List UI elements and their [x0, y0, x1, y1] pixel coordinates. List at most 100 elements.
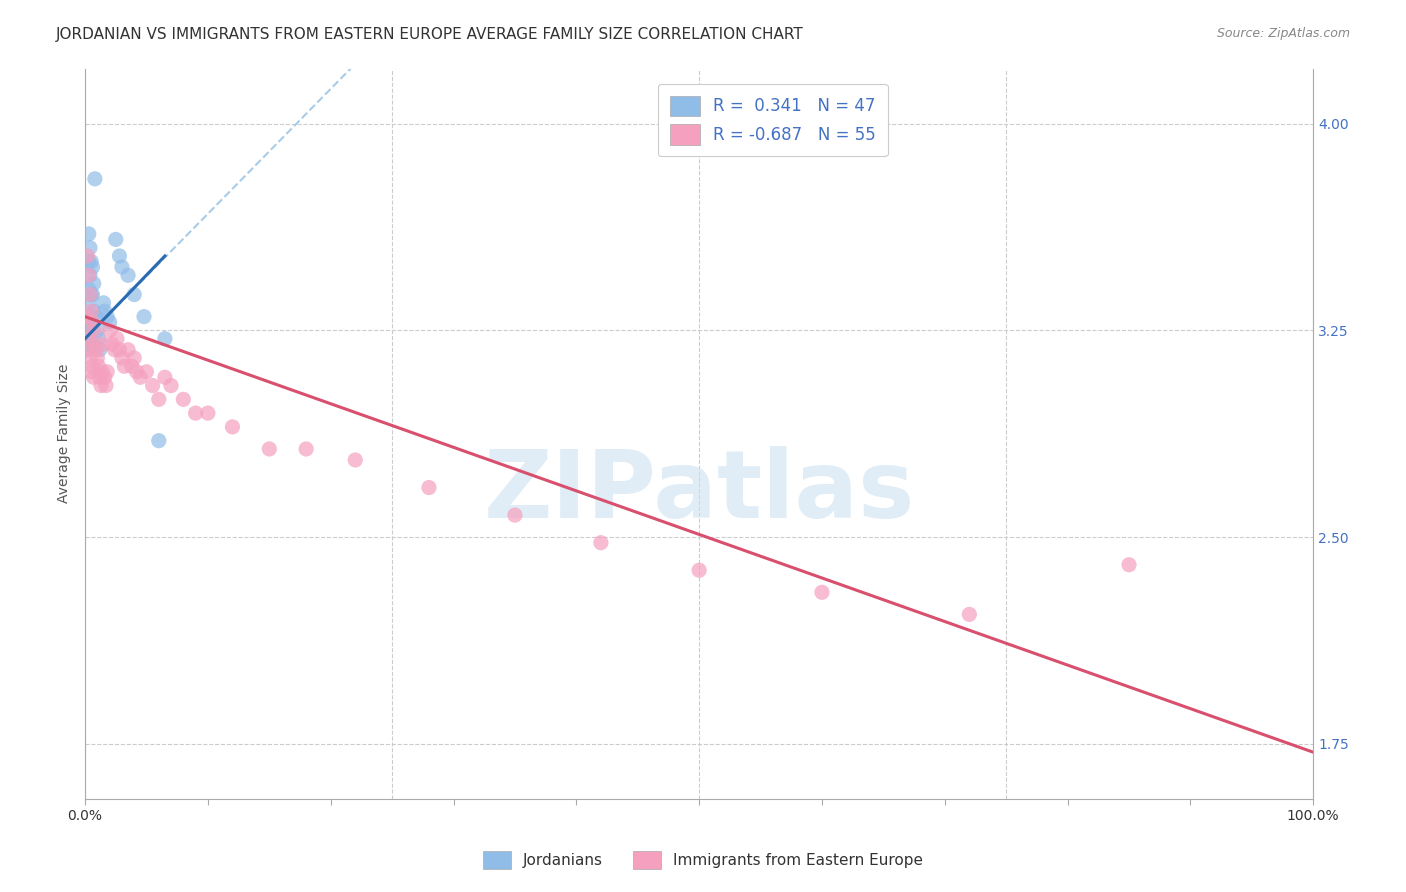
Point [172, 392, 194, 407]
Point [160, 378, 183, 392]
Point [79, 287, 101, 301]
Point [811, 585, 834, 599]
Point [91, 365, 114, 379]
Point [76, 337, 98, 351]
Y-axis label: Average Family Size: Average Family Size [58, 364, 72, 503]
Point [122, 287, 145, 301]
Point [87, 332, 110, 346]
Legend: R =  0.341   N = 47, R = -0.687   N = 55: R = 0.341 N = 47, R = -0.687 N = 55 [658, 84, 887, 156]
Point [148, 434, 170, 448]
Point [93, 304, 115, 318]
Point [77, 268, 100, 283]
Point [103, 343, 125, 357]
Point [132, 310, 155, 324]
Point [77, 332, 100, 346]
Point [77, 296, 100, 310]
Point [96, 365, 118, 379]
Point [589, 535, 612, 549]
Point [77, 315, 100, 329]
Point [93, 337, 115, 351]
Point [184, 406, 207, 420]
Point [79, 268, 101, 283]
Point [83, 171, 105, 186]
Text: Source: ZipAtlas.com: Source: ZipAtlas.com [1216, 27, 1350, 40]
Point [79, 332, 101, 346]
Point [125, 365, 148, 379]
Point [77, 227, 100, 241]
Point [259, 442, 281, 456]
Point [122, 351, 145, 365]
Point [82, 315, 104, 329]
Point [153, 332, 176, 346]
Point [83, 304, 105, 318]
Point [221, 420, 243, 434]
Point [84, 310, 107, 324]
Point [117, 343, 139, 357]
Point [87, 359, 110, 374]
Point [90, 378, 112, 392]
Point [105, 332, 128, 346]
Point [76, 323, 98, 337]
Point [101, 337, 124, 351]
Point [98, 315, 121, 329]
Point [344, 453, 367, 467]
Point [77, 282, 100, 296]
Legend: Jordanians, Immigrants from Eastern Europe: Jordanians, Immigrants from Eastern Euro… [477, 845, 929, 875]
Point [112, 359, 135, 374]
Point [117, 268, 139, 283]
Text: JORDANIAN VS IMMIGRANTS FROM EASTERN EUROPE AVERAGE FAMILY SIZE CORRELATION CHAR: JORDANIAN VS IMMIGRANTS FROM EASTERN EUR… [56, 27, 804, 42]
Point [80, 304, 103, 318]
Point [89, 370, 111, 384]
Point [83, 370, 105, 384]
Point [84, 343, 107, 357]
Point [197, 406, 219, 420]
Point [80, 254, 103, 268]
Point [79, 241, 101, 255]
Point [82, 359, 104, 374]
Point [111, 260, 134, 274]
Point [957, 607, 980, 622]
Point [89, 343, 111, 357]
Point [83, 277, 105, 291]
Point [111, 351, 134, 365]
Point [76, 343, 98, 357]
Point [418, 481, 440, 495]
Point [75, 310, 97, 324]
Point [108, 249, 131, 263]
Point [148, 392, 170, 407]
Point [93, 296, 115, 310]
Point [79, 351, 101, 365]
Point [75, 310, 97, 324]
Point [86, 351, 108, 365]
Point [1118, 558, 1140, 572]
Point [77, 332, 100, 346]
Text: ZIPatlas: ZIPatlas [484, 446, 915, 538]
Point [108, 343, 131, 357]
Point [86, 323, 108, 337]
Point [77, 310, 100, 324]
Point [82, 260, 104, 274]
Point [79, 310, 101, 324]
Point [79, 287, 101, 301]
Point [129, 370, 152, 384]
Point [503, 508, 526, 522]
Point [295, 442, 318, 456]
Point [80, 365, 103, 379]
Point [94, 378, 117, 392]
Point [142, 378, 165, 392]
Point [153, 370, 176, 384]
Point [82, 287, 104, 301]
Point [75, 332, 97, 346]
Point [76, 249, 98, 263]
Point [76, 310, 98, 324]
Point [82, 310, 104, 324]
Point [80, 337, 103, 351]
Point [83, 323, 105, 337]
Point [135, 365, 157, 379]
Point [96, 310, 118, 324]
Point [75, 323, 97, 337]
Point [76, 315, 98, 329]
Point [93, 370, 115, 384]
Point [77, 254, 100, 268]
Point [121, 359, 143, 374]
